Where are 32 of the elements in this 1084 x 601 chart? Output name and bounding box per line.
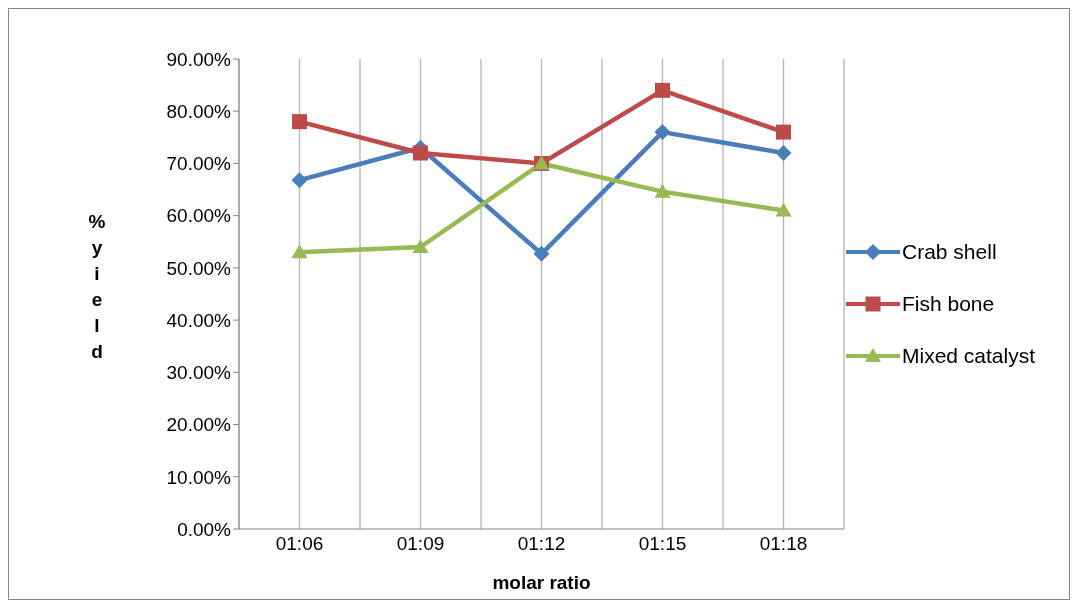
point [654,183,671,198]
point [292,114,307,130]
x-tick-label: 01:15 [638,533,687,555]
y-axis-title: % yield [87,210,107,364]
y-tick-label: 10.00% [166,466,232,488]
point [654,124,671,141]
x-tick-label: 01:18 [759,533,808,555]
x-tick-label: 01:12 [517,533,566,555]
legend-label: Fish bone [902,292,995,316]
x-tick-label: 01:06 [275,533,324,555]
point [655,82,670,98]
y-tick-label: 30.00% [166,362,232,384]
y-tick-label: 0.00% [177,518,232,540]
point [776,124,791,140]
point [775,202,792,217]
point [291,244,308,259]
y-tick-label: 60.00% [166,205,232,227]
x-tick-label: 01:09 [396,533,445,555]
point [412,239,429,253]
y-tick-label: 20.00% [166,414,232,436]
y-tick-label: 80.00% [166,100,232,122]
y-tick-label: 70.00% [166,153,232,175]
point [533,245,550,262]
y-tick-label: 50.00% [166,257,232,279]
point [291,172,308,189]
y-tick-label: 40.00% [166,309,232,331]
point [413,145,428,161]
x-axis-title: molar ratio [492,572,591,593]
point [775,145,792,161]
legend-label: Mixed catalyst [902,344,1036,368]
legend-label: Crab shell [902,240,997,264]
y-tick-label: 90.00% [166,48,232,70]
